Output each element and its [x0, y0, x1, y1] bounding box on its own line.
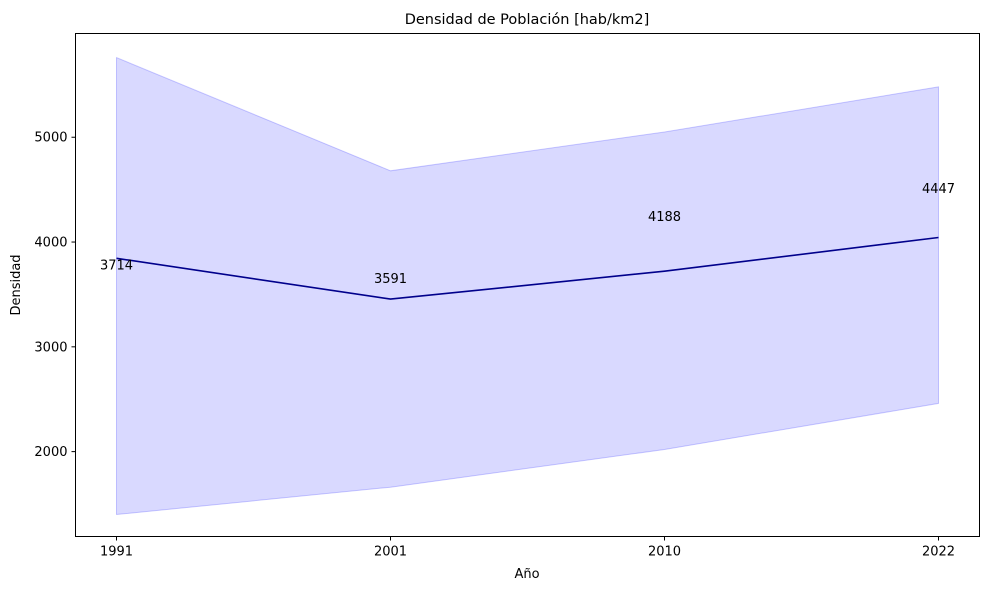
y-axis-label: Densidad	[9, 254, 24, 315]
x-tick-label: 2010	[648, 545, 681, 560]
x-axis-label: Año	[514, 567, 539, 582]
y-tick-label: 2000	[34, 445, 67, 460]
data-label: 4188	[648, 210, 681, 225]
data-label: 3591	[374, 272, 407, 287]
data-label: 3714	[100, 258, 133, 273]
axes-frame	[75, 33, 980, 537]
x-tick-label: 2022	[922, 545, 955, 560]
data-label: 4447	[922, 182, 955, 197]
y-tick-label: 4000	[34, 236, 67, 251]
y-tick-label: 5000	[34, 131, 67, 146]
plot-area: 3714 3591 4188 4447	[100, 56, 955, 516]
confidence-band	[116, 56, 939, 516]
chart-title: Densidad de Población [hab/km2]	[405, 12, 650, 28]
x-tick-label: 1991	[100, 545, 133, 560]
y-tick-label: 3000	[34, 340, 67, 355]
x-tick-label: 2001	[374, 545, 407, 560]
axes: 1991 2001 2010 2022 2000 3000 4000 5000	[34, 131, 955, 560]
series-line	[116, 236, 939, 300]
